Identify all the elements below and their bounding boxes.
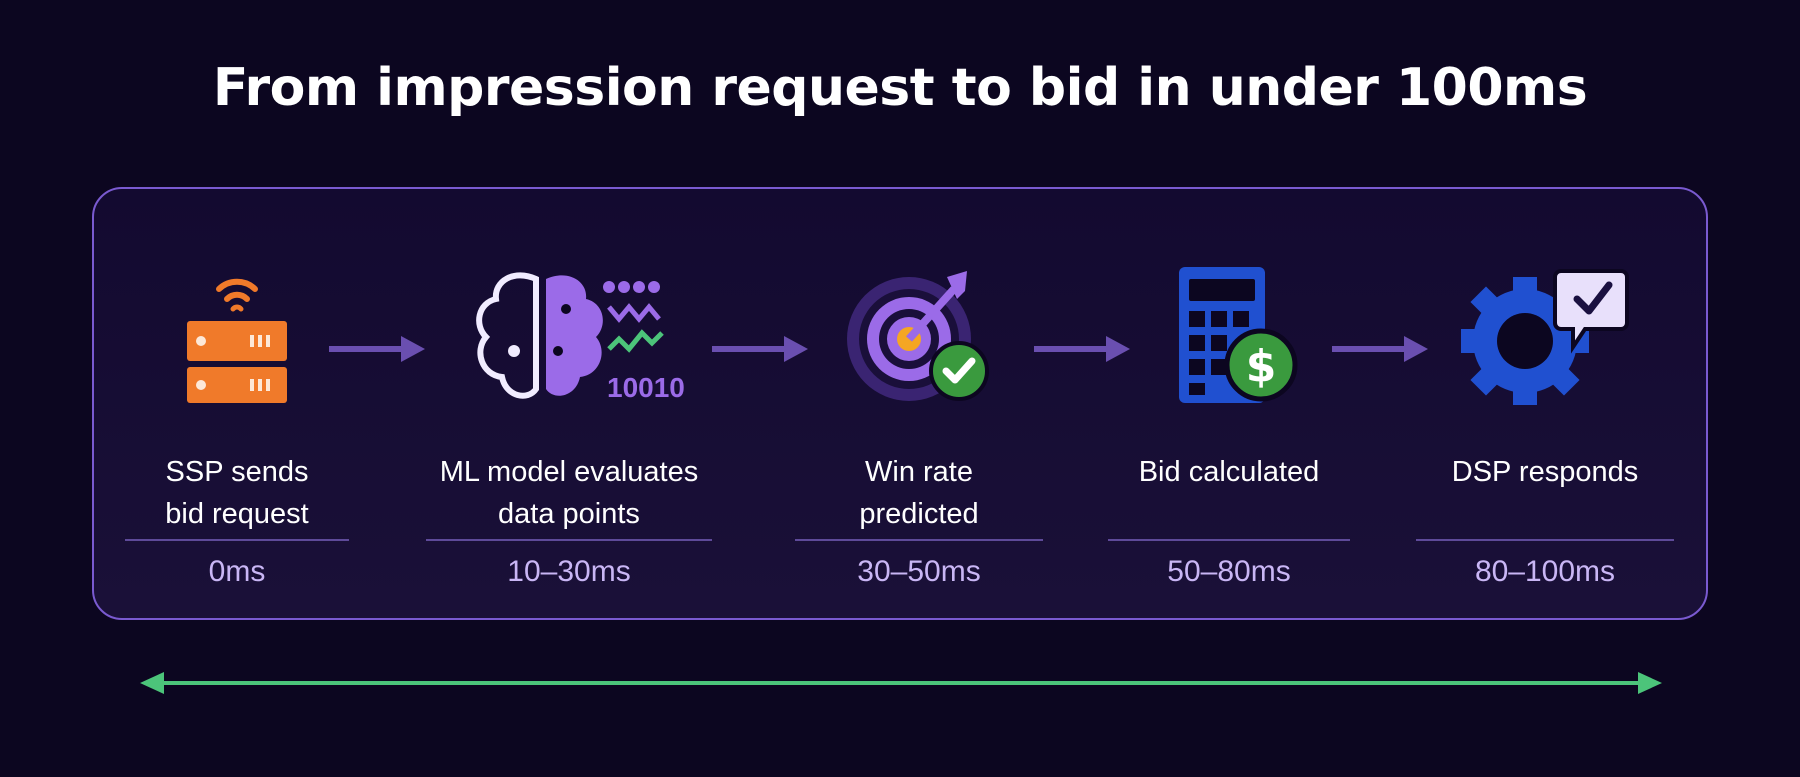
step-label: Win rate predicted	[859, 456, 979, 530]
server-wifi-icon	[187, 278, 287, 403]
step-label: SSP sends bid request	[165, 456, 309, 530]
svg-text:10010: 10010	[607, 372, 684, 403]
step-time: 10–30ms	[507, 555, 631, 588]
step-label: DSP responds	[1451, 456, 1639, 488]
arrow-right-icon	[329, 336, 425, 362]
step-ssp-request: SSP sends bid request 0ms	[112, 189, 362, 618]
step-time: 50–80ms	[1167, 555, 1291, 588]
step-bid-calculated: $ Bid calculated 50–80ms	[1104, 189, 1354, 618]
step-label: ML model evaluates data points	[439, 456, 699, 530]
step-divider	[1416, 539, 1674, 541]
svg-text:$: $	[1246, 341, 1277, 392]
step-divider	[1108, 539, 1350, 541]
step-time: 80–100ms	[1474, 555, 1616, 588]
timeline-double-arrow-icon	[140, 672, 1662, 694]
step-ml-model: 10010 ML model evaluates data points 10–3…	[424, 189, 714, 618]
step-divider	[125, 539, 349, 541]
gear-check-message-icon	[1461, 269, 1629, 405]
step-dsp-responds: DSP responds 80–100ms	[1410, 189, 1680, 618]
step-divider	[426, 539, 712, 541]
pipeline-panel: SSP sends bid request 0ms 10010 ML model …	[92, 187, 1708, 620]
step-win-rate: Win rate predicted 30–50ms	[794, 189, 1044, 618]
step-time: 0ms	[208, 555, 266, 588]
step-time: 30–50ms	[857, 555, 981, 588]
page-title: From impression request to bid in under …	[212, 58, 1588, 118]
arrow-right-icon	[1034, 336, 1130, 362]
arrow-right-icon	[712, 336, 808, 362]
step-label: Bid calculated	[1138, 456, 1320, 488]
step-divider	[795, 539, 1043, 541]
calculator-dollar-icon: $	[1179, 267, 1298, 403]
target-check-icon	[847, 271, 989, 401]
arrow-right-icon	[1332, 336, 1428, 362]
brain-data-icon: 10010	[476, 272, 684, 403]
